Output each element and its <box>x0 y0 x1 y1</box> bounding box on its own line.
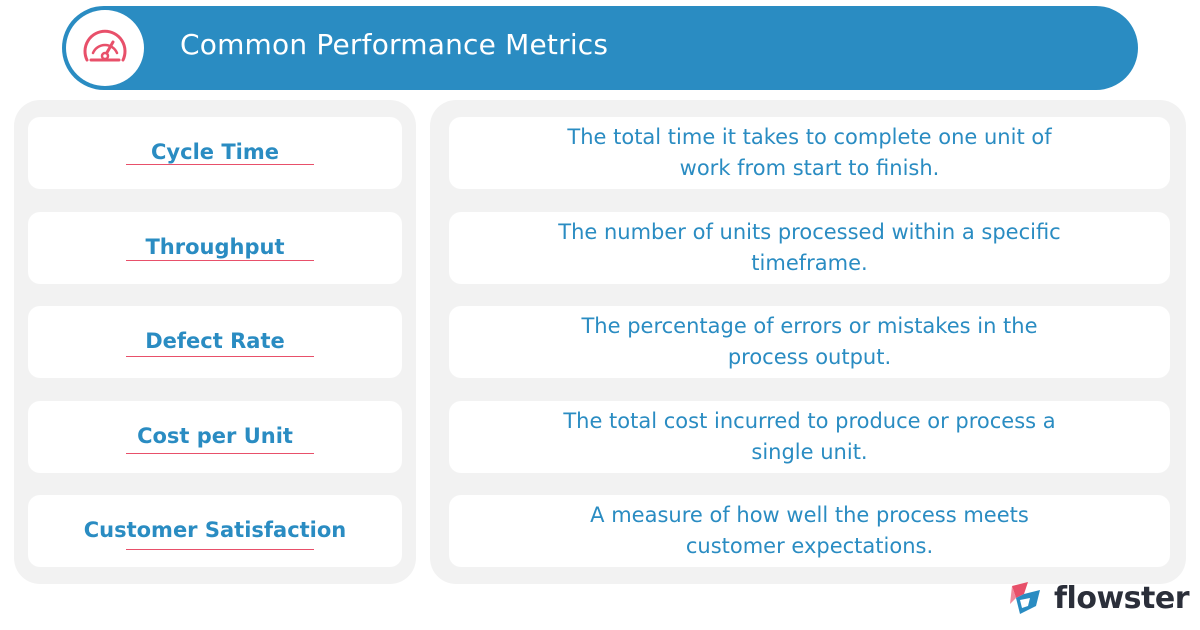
header-icon-badge <box>66 10 144 86</box>
metric-card: Customer Satisfaction <box>28 495 402 567</box>
description-card: The number of units processed within a s… <box>449 212 1170 284</box>
header-bar <box>62 6 1138 90</box>
metric-description: The total time it takes to complete one … <box>567 125 1052 180</box>
metric-description: The total cost incurred to produce or pr… <box>563 409 1056 464</box>
metric-card: Throughput <box>28 212 402 284</box>
metric-description: The number of units processed within a s… <box>558 220 1061 275</box>
metric-card: Defect Rate <box>28 306 402 378</box>
description-card: The total cost incurred to produce or pr… <box>449 401 1170 473</box>
metric-name: Defect Rate <box>145 329 285 353</box>
metric-description: The percentage of errors or mistakes in … <box>581 314 1038 369</box>
description-card: The percentage of errors or mistakes in … <box>449 306 1170 378</box>
metric-underline <box>126 356 314 357</box>
brand-name: flowster <box>1054 580 1190 616</box>
brand-logo: flowster <box>1006 578 1190 618</box>
metric-underline <box>126 453 314 454</box>
metric-name: Cost per Unit <box>137 424 293 448</box>
metric-name: Throughput <box>145 235 285 259</box>
metric-underline <box>126 549 314 550</box>
flowster-logo-icon <box>1010 582 1040 614</box>
metric-name: Cycle Time <box>151 140 279 164</box>
metric-card: Cost per Unit <box>28 401 402 473</box>
page-title: Common Performance Metrics <box>180 28 609 61</box>
metric-underline <box>126 260 314 261</box>
speedometer-icon <box>83 29 127 62</box>
metric-card: Cycle Time <box>28 117 402 189</box>
metric-description: A measure of how well the process meets … <box>590 503 1029 558</box>
metric-name: Customer Satisfaction <box>83 518 347 542</box>
metric-underline <box>126 164 314 165</box>
description-card: A measure of how well the process meets … <box>449 495 1170 567</box>
description-card: The total time it takes to complete one … <box>449 117 1170 189</box>
